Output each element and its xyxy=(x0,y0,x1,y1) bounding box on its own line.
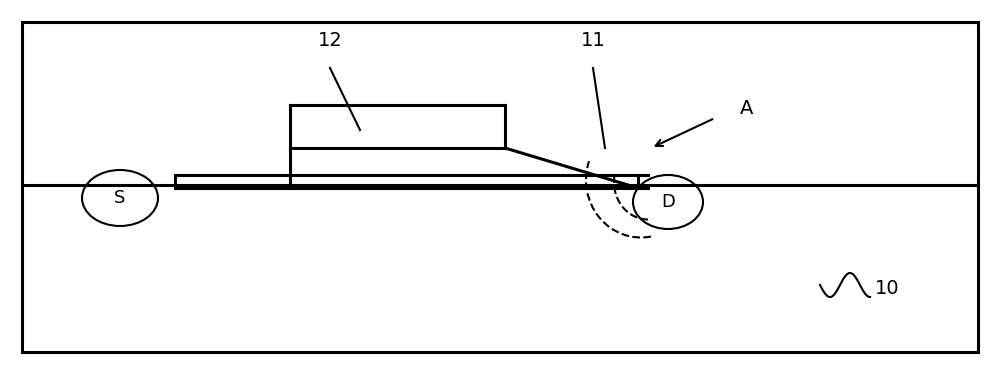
Text: A: A xyxy=(740,99,753,117)
Text: D: D xyxy=(661,193,675,211)
Text: S: S xyxy=(114,189,126,207)
Text: 11: 11 xyxy=(581,31,605,50)
Text: 10: 10 xyxy=(875,279,900,298)
Bar xyxy=(22,22,978,352)
Text: 12: 12 xyxy=(318,31,342,50)
